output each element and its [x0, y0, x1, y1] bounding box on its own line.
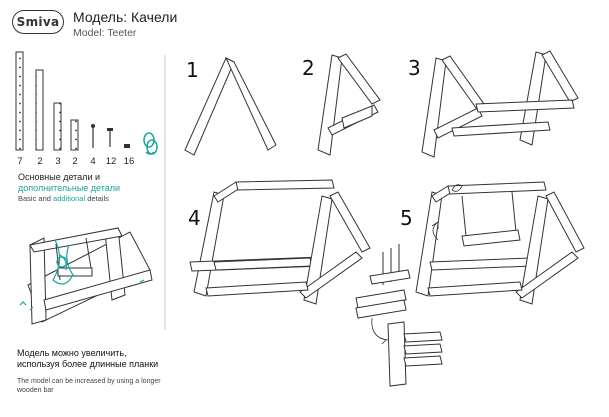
step-number-2: 2 [302, 56, 315, 80]
screw-icon [91, 124, 95, 148]
parts-label-en: Basic and additional details [18, 194, 109, 203]
part-qty-2: 2 [37, 156, 43, 167]
step-4-detail [355, 244, 443, 387]
model-title: Модель: Качели [73, 9, 178, 25]
parts-label-additional: дополнительные детали [18, 183, 121, 193]
note-ru: Модель можно увеличить, используя более … [17, 348, 159, 369]
parts-list [15, 51, 158, 155]
parts-label-main: Основные детали и [18, 172, 100, 182]
rope-icon [143, 132, 158, 155]
part-qty-4: 2 [72, 156, 78, 167]
step-number-3: 3 [408, 56, 421, 80]
smiva-logo: Smiva [12, 10, 64, 34]
note-en: The model can be increased by using a lo… [17, 378, 161, 394]
part-qty-6: 12 [105, 156, 117, 167]
nut-icon [124, 144, 130, 148]
model-illustration [19, 227, 153, 325]
bolt-icon [107, 128, 113, 147]
step-2-drawing [317, 53, 381, 156]
step-1-drawing [184, 56, 277, 156]
model-subtitle: Model: Teeter [73, 27, 137, 39]
step-4-drawing [189, 179, 371, 305]
part-qty-1: 7 [17, 156, 23, 167]
part-qty-3: 3 [55, 156, 61, 167]
part-qty-5: 4 [90, 156, 96, 167]
step-number-5: 5 [400, 206, 413, 230]
step-number-1: 1 [186, 58, 199, 82]
step-3-drawing [421, 50, 579, 158]
parts-label-en-additional: additional [53, 194, 86, 203]
step-number-4: 4 [188, 206, 201, 230]
parts-label-en-basic: Basic and [18, 194, 51, 203]
part-qty-7: 16 [123, 156, 135, 167]
parts-label-ru: Основные детали и дополнительные детали [18, 172, 163, 194]
parts-label-en-end: details [87, 194, 109, 203]
step-5-drawing [415, 181, 585, 305]
